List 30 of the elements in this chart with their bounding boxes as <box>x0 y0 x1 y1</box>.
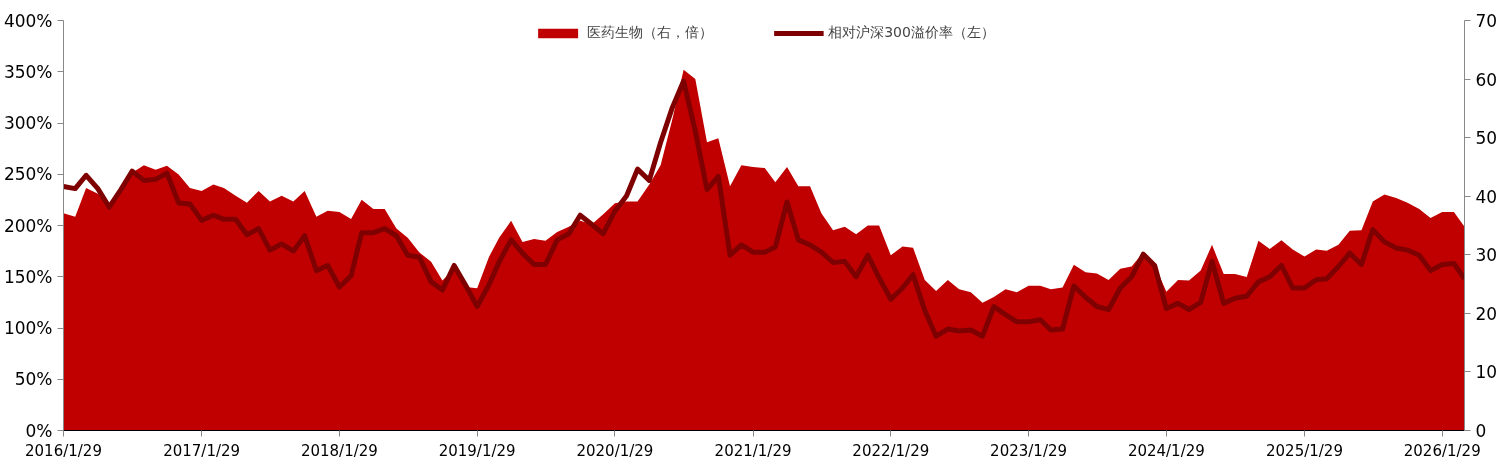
x-tick-label: 2025/1/29 <box>1266 441 1343 460</box>
y-tick-label: 300% <box>3 113 53 133</box>
legend-label: 医药生物（右，倍） <box>587 24 714 42</box>
x-tick-label: 2017/1/29 <box>163 441 241 460</box>
x-tick-label: 2022/1/29 <box>852 441 930 460</box>
x-tick-label: 2016/1/29 <box>25 441 102 460</box>
x-tick-label: 2026/1/29 <box>1403 441 1481 460</box>
y2-tick-label: 20 <box>1475 303 1498 324</box>
x-tick-label: 2018/1/29 <box>300 441 378 460</box>
y-tick-label: 50% <box>14 369 53 390</box>
x-tick-label: 2024/1/29 <box>1127 441 1205 460</box>
y2-tick-label: 70 <box>1475 11 1498 31</box>
y2-tick-label: 60 <box>1475 69 1498 90</box>
y-tick-label: 350% <box>3 61 53 82</box>
y2-tick-label: 40 <box>1475 186 1498 207</box>
y2-tick-label: 30 <box>1475 245 1498 266</box>
y-tick-label: 400% <box>3 10 53 31</box>
y-tick-label: 0% <box>25 420 53 441</box>
y-tick-label: 100% <box>3 318 53 338</box>
y2-tick-label: 50 <box>1475 128 1498 149</box>
y-tick-label: 200% <box>3 215 53 236</box>
x-tick-label: 2021/1/29 <box>714 441 792 460</box>
y-tick-label: 250% <box>3 164 53 185</box>
y-tick-label: 150% <box>3 266 53 287</box>
legend-label: 相对沪深300溢价率（左） <box>828 24 995 42</box>
x-tick-label: 2020/1/29 <box>576 441 654 460</box>
x-tick-label: 2023/1/29 <box>990 441 1068 460</box>
y2-tick-label: 10 <box>1475 362 1498 383</box>
y2-tick-label: 0 <box>1475 421 1487 441</box>
x-tick-label: 2019/1/29 <box>438 441 516 460</box>
